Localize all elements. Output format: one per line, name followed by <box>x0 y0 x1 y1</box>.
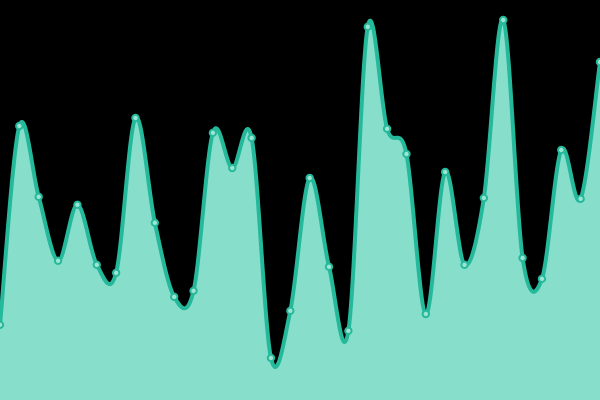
data-point-marker[interactable] <box>576 194 585 204</box>
data-point-marker[interactable] <box>305 173 314 183</box>
data-point-marker[interactable] <box>15 121 24 131</box>
data-point-marker[interactable] <box>228 163 237 173</box>
data-point-marker[interactable] <box>440 167 450 177</box>
data-point-marker[interactable] <box>111 268 121 277</box>
data-point-marker[interactable] <box>73 200 82 210</box>
data-point-marker[interactable] <box>169 292 179 301</box>
data-point-marker[interactable] <box>150 218 160 228</box>
data-point-marker[interactable] <box>382 124 392 134</box>
data-point-marker[interactable] <box>34 192 43 202</box>
data-point-marker[interactable] <box>53 256 63 265</box>
data-point-marker[interactable] <box>479 193 489 203</box>
data-point-marker[interactable] <box>557 145 566 155</box>
data-point-marker[interactable] <box>189 286 198 295</box>
data-point-marker[interactable] <box>402 149 411 159</box>
series-area-fill <box>0 19 600 400</box>
data-point-marker[interactable] <box>421 309 431 319</box>
data-point-marker[interactable] <box>460 260 469 269</box>
data-point-marker[interactable] <box>208 128 218 138</box>
data-point-marker[interactable] <box>266 353 276 363</box>
data-point-marker[interactable] <box>499 15 508 25</box>
data-point-marker[interactable] <box>344 326 353 335</box>
data-point-marker[interactable] <box>518 253 527 263</box>
data-point-marker[interactable] <box>537 274 547 283</box>
data-point-marker[interactable] <box>247 133 256 143</box>
data-point-marker[interactable] <box>286 306 295 315</box>
data-point-marker[interactable] <box>324 262 334 271</box>
data-point-marker[interactable] <box>92 260 101 269</box>
data-point-marker[interactable] <box>131 113 140 123</box>
data-point-marker[interactable] <box>363 22 372 31</box>
data-point-marker[interactable] <box>0 320 5 329</box>
